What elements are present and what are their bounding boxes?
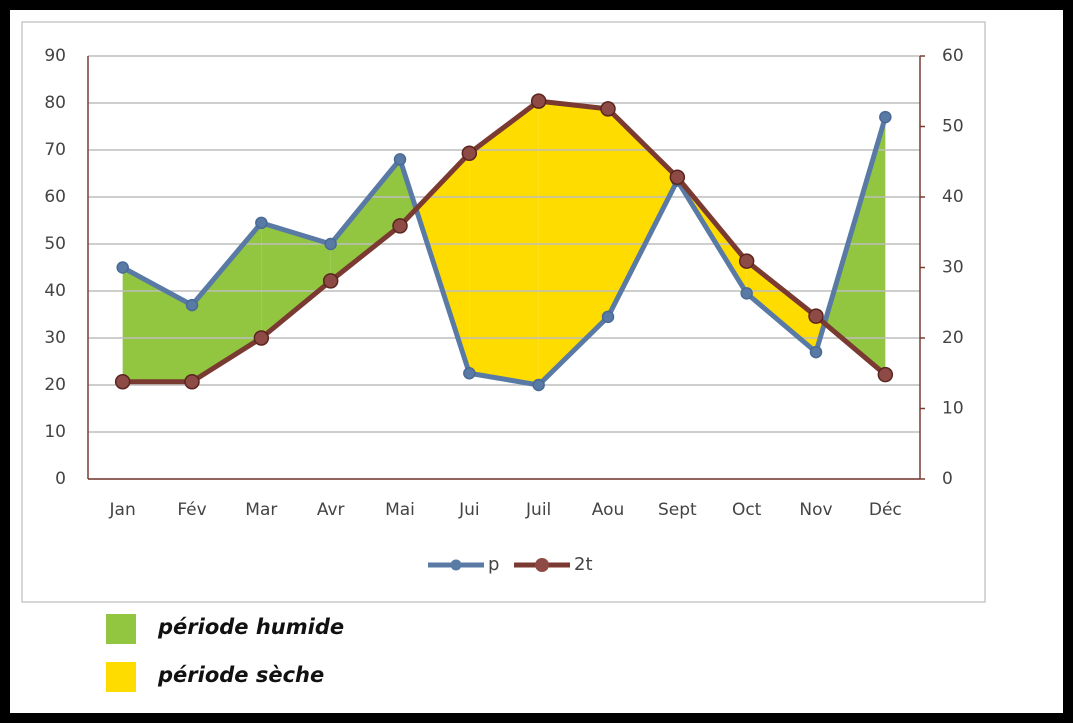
point	[530, 93, 547, 109]
y-tick-label: 90	[44, 46, 66, 66]
fill-legend-swatch	[106, 662, 136, 692]
season-fill	[538, 101, 608, 386]
point	[393, 153, 407, 166]
point	[532, 378, 545, 392]
legend-label: p	[488, 554, 499, 575]
point	[879, 110, 892, 124]
season-fill	[416, 153, 470, 374]
y2-tick-label: 10	[942, 399, 964, 419]
y2-tick-label: 60	[942, 46, 964, 66]
x-tick-label: Fév	[177, 500, 206, 520]
point	[809, 345, 823, 359]
y-tick-label: 20	[44, 375, 66, 395]
x-tick-label: Mar	[245, 500, 277, 520]
point	[463, 367, 476, 380]
x-tick-label: Jui	[458, 500, 480, 520]
point	[255, 216, 268, 230]
point	[322, 273, 339, 289]
point	[669, 169, 686, 186]
series-line	[122, 98, 887, 385]
y-tick-label: 0	[55, 469, 66, 489]
season-fill	[824, 117, 886, 375]
point	[324, 237, 337, 251]
point	[740, 287, 753, 300]
point	[600, 101, 616, 117]
y-tick-label: 60	[44, 187, 66, 207]
point	[601, 310, 615, 324]
point	[116, 261, 129, 274]
season-fill	[330, 159, 400, 281]
legend-marker	[450, 559, 462, 571]
y2-tick-label: 0	[942, 469, 953, 489]
point	[808, 308, 824, 324]
legend-label: 2t	[574, 554, 593, 575]
x-tick-label: Nov	[799, 500, 832, 520]
y-tick-label: 80	[44, 93, 66, 113]
y2-tick-label: 50	[942, 117, 964, 137]
x-tick-label: Mai	[385, 500, 415, 520]
season-fill	[192, 222, 262, 382]
point	[738, 253, 755, 269]
x-tick-label: Jan	[109, 500, 136, 520]
y2-tick-label: 20	[942, 328, 964, 348]
point	[461, 145, 478, 162]
x-tick-label: Aou	[592, 500, 625, 520]
y2-tick-label: 30	[942, 258, 964, 278]
y2-tick-label: 40	[942, 187, 964, 207]
y-tick-label: 40	[44, 281, 66, 301]
season-fill	[746, 261, 816, 353]
x-tick-label: Déc	[869, 500, 902, 520]
point	[253, 330, 270, 346]
x-tick-label: Juil	[525, 500, 551, 520]
y-tick-label: 70	[44, 140, 66, 160]
point	[114, 373, 131, 390]
fill-legend-label: période humide	[157, 615, 344, 639]
point	[184, 373, 200, 390]
series-line	[121, 116, 888, 388]
x-tick-label: Sept	[658, 500, 697, 520]
legend-marker	[535, 558, 549, 572]
legend: p 2t	[428, 554, 593, 575]
y-tick-label: 50	[44, 234, 66, 254]
x-tick-label: Oct	[732, 500, 762, 520]
fill-legend-label: période sèche	[157, 663, 324, 687]
fill-legend-swatch	[106, 614, 136, 644]
season-fill	[261, 222, 331, 338]
x-tick-label: Avr	[317, 500, 345, 520]
point	[392, 218, 408, 234]
y-tick-label: 10	[44, 422, 66, 442]
season-fill	[469, 101, 539, 386]
point	[877, 366, 894, 383]
y-tick-label: 30	[44, 328, 66, 348]
point	[185, 298, 199, 312]
